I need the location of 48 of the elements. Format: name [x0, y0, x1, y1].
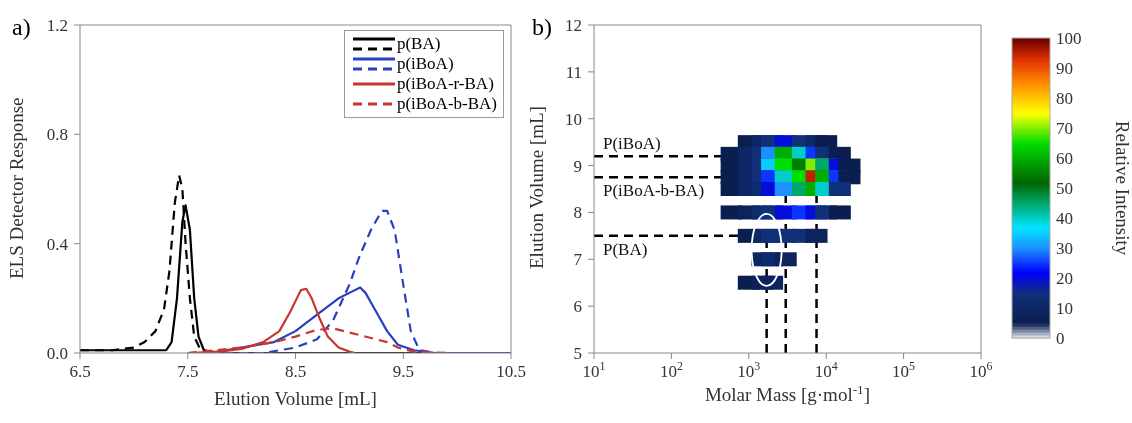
color-bar-label: 50 [1056, 179, 1073, 198]
x-tick-label: 10$^{2}$ [659, 359, 683, 381]
x-tick-label: 10$^{1}$ [582, 359, 606, 381]
y-tick-label: 12 [565, 16, 582, 35]
ref-line-label: P(iBoA-b-BA) [603, 181, 705, 201]
ref-line-label: P(iBoA) [603, 134, 661, 154]
y-tick-label: 5 [573, 344, 582, 363]
color-bar-label: 20 [1056, 269, 1073, 288]
legend-label: p(iBoA) [396, 54, 454, 74]
y-tick-label: 0.0 [46, 344, 68, 363]
y-tick-label: 9 [573, 156, 582, 176]
chart-title: b) [532, 14, 552, 41]
y-tick-label: 0.8 [46, 125, 68, 145]
legend-label: p(iBoA-b-BA) [396, 94, 497, 114]
x-tick-label: 8.5 [284, 362, 307, 381]
color-bar-label: 0 [1056, 329, 1065, 348]
color-bar-label: 90 [1056, 59, 1073, 78]
legend-label: p(iBoA-r-BA) [396, 74, 494, 94]
y-axis-title: Elution Volume [mL] [525, 106, 547, 269]
x-axis-title: Molar Mass [g·mol$^{-1}$] [704, 381, 871, 405]
y-tick-label: 6 [573, 297, 582, 317]
x-tick-label: 7.5 [177, 362, 199, 381]
color-bar-label: 30 [1056, 239, 1073, 258]
x-tick-label: 10$^{5}$ [892, 359, 916, 381]
chart-title: a) [12, 14, 31, 41]
color-bar-label: 10 [1056, 299, 1073, 318]
color-bar-title: Relative Intensity [1112, 120, 1132, 256]
y-tick-label: 1.2 [46, 16, 68, 35]
y-tick-label: 10 [565, 109, 582, 129]
color-bar-label: 60 [1056, 149, 1073, 168]
ref-line-label: P(BA) [603, 239, 648, 259]
y-tick-label: 7 [573, 250, 583, 270]
color-bar-label: 70 [1056, 119, 1073, 138]
x-tick-label: 10$^{4}$ [814, 359, 838, 381]
x-tick-label: 9.5 [392, 362, 414, 381]
x-tick-label: 10.5 [496, 362, 526, 381]
x-tick-label: 6.5 [69, 362, 91, 381]
y-tick-label: 0.4 [46, 234, 69, 254]
color-bar-label: 80 [1056, 89, 1073, 108]
y-tick-label: 11 [565, 62, 582, 82]
x-axis-title: Elution Volume [mL] [214, 388, 377, 409]
x-tick-label: 10$^{6}$ [969, 359, 993, 381]
y-tick-label: 8 [573, 203, 582, 223]
y-axis-title: ELS Detector Response [5, 97, 27, 279]
color-bar-label: 100 [1056, 29, 1082, 48]
x-tick-label: 10$^{3}$ [737, 359, 761, 381]
legend-label: p(BA) [396, 34, 441, 54]
color-bar-label: 40 [1056, 209, 1073, 228]
